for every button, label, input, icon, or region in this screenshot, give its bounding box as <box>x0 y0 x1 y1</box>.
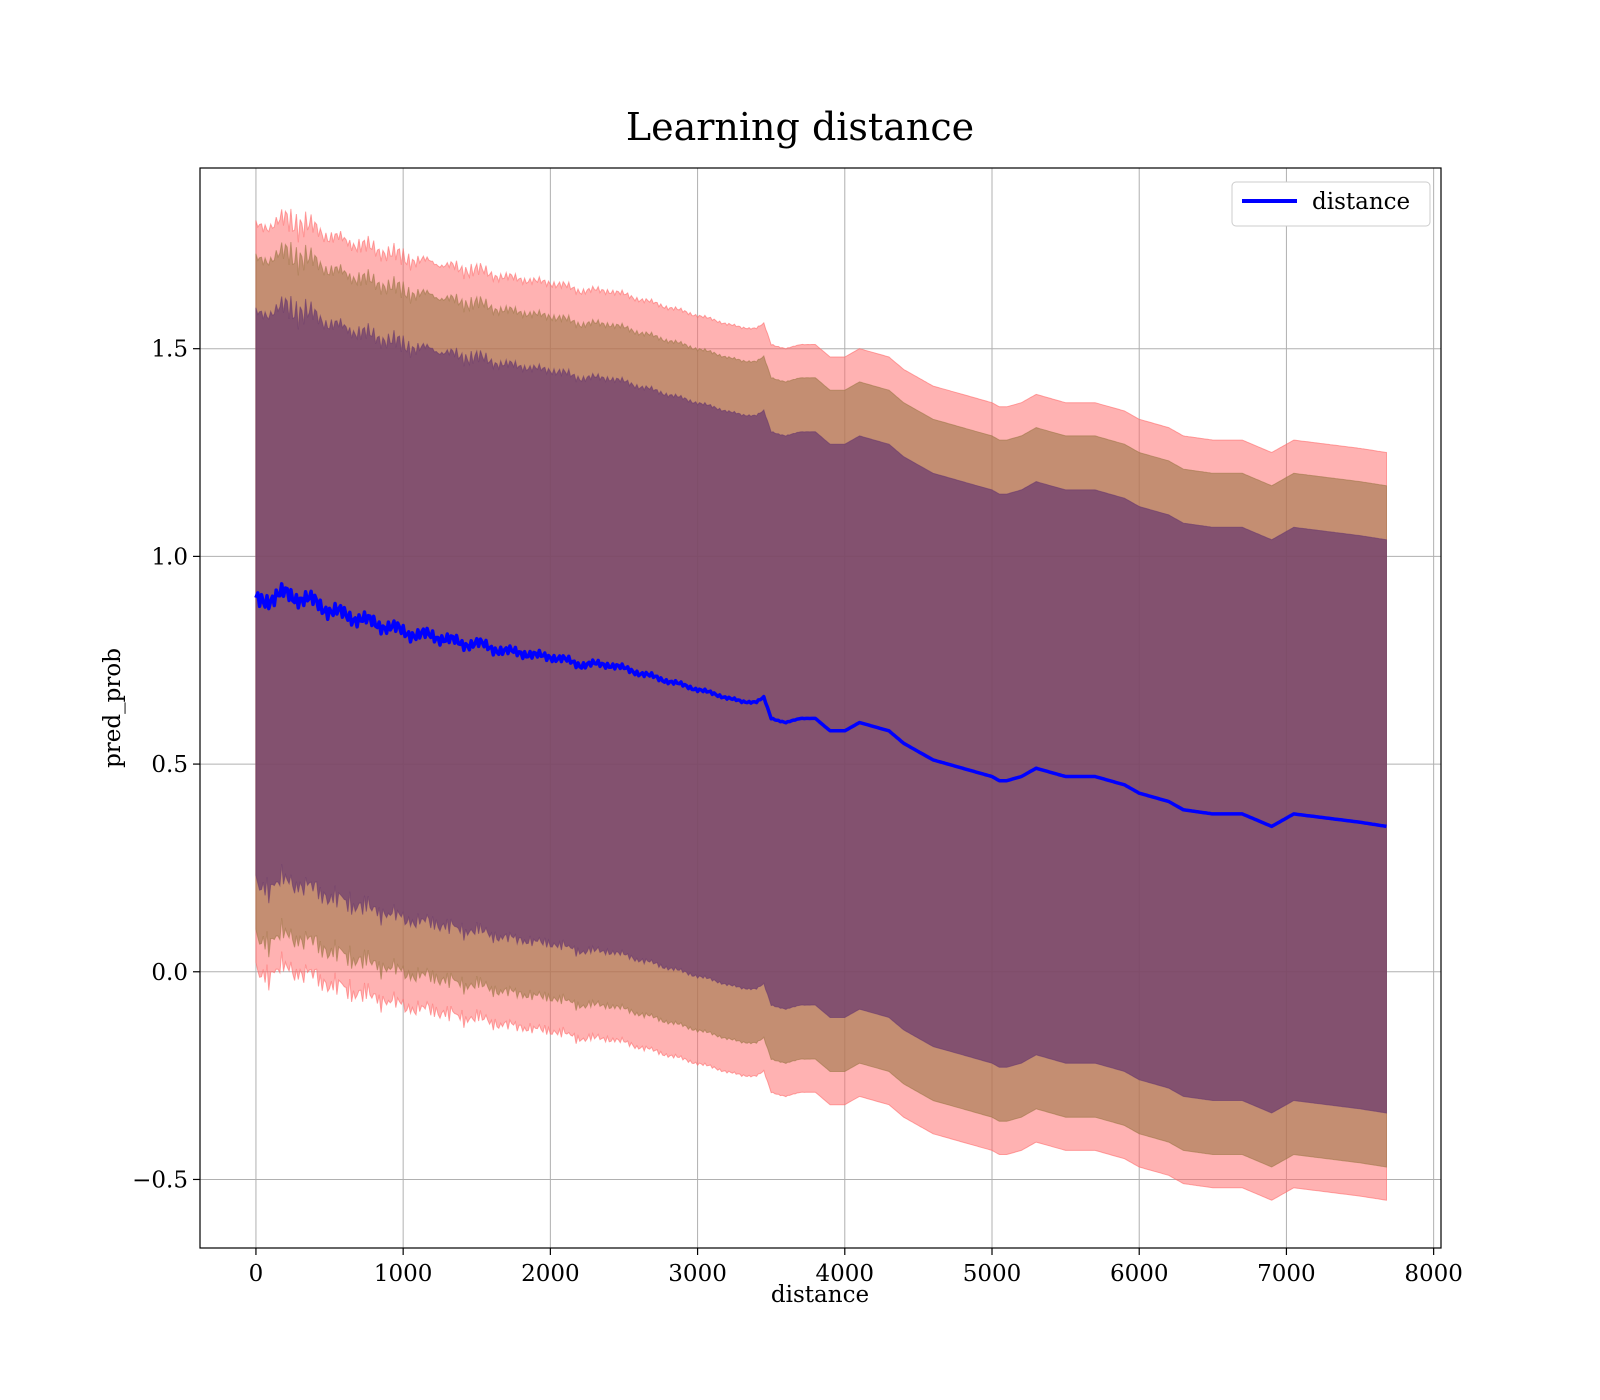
x-tick-label: 1000 <box>374 1261 433 1287</box>
y-tick-label: −0.5 <box>132 1167 188 1193</box>
series-line-distance <box>254 582 1387 829</box>
line-layer <box>254 582 1387 829</box>
x-tick-label: 8000 <box>1404 1261 1463 1287</box>
legend: distance <box>1231 181 1431 227</box>
chart-title: Learning distance <box>626 105 974 149</box>
y-tick-label: 0.5 <box>151 752 188 778</box>
band-inner-area <box>255 296 1387 1114</box>
band-layer <box>255 208 1387 1201</box>
x-tick-label: 4000 <box>816 1261 875 1287</box>
x-axis-label: distance <box>771 1282 869 1308</box>
y-tick-label: 1.0 <box>151 544 188 570</box>
tick-layer: 0 1000 2000 3000 4000 5000 6000 7000 8000 −0.5 0.0… <box>132 337 1463 1287</box>
x-tick-label: 7000 <box>1257 1261 1316 1287</box>
legend-box <box>1231 181 1431 227</box>
y-axis-label: pred_prob <box>100 648 126 768</box>
x-tick-label: 3000 <box>668 1261 727 1287</box>
x-tick-label: 6000 <box>1110 1261 1169 1287</box>
y-tick-label: 1.5 <box>151 337 188 363</box>
x-tick-label: 5000 <box>963 1261 1022 1287</box>
plot-frame <box>199 167 1442 1249</box>
x-tick-label: 2000 <box>521 1261 580 1287</box>
legend-entry-distance: distance <box>1312 189 1410 215</box>
y-tick-label: 0.0 <box>151 960 188 986</box>
x-tick-label: 0 <box>249 1261 264 1287</box>
